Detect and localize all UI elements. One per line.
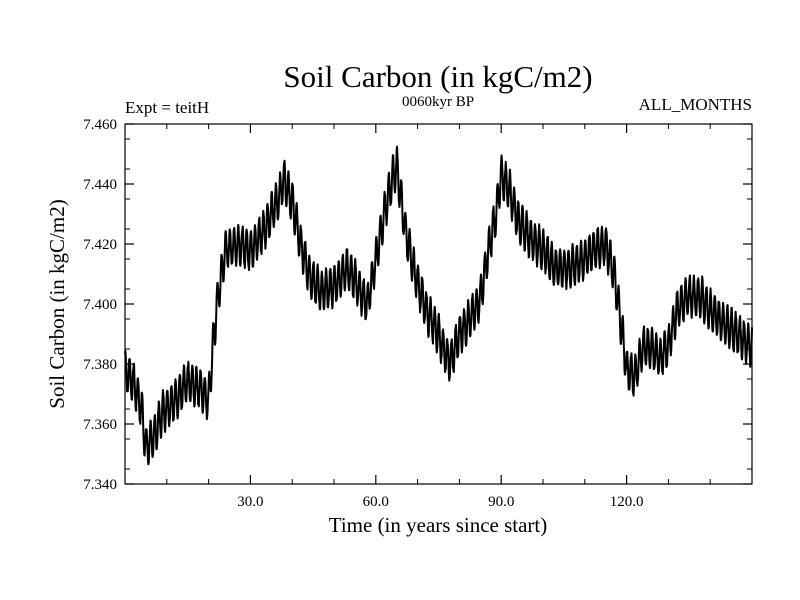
y-tick-label: 7.380 bbox=[83, 357, 117, 373]
x-tick-label: 30.0 bbox=[237, 494, 263, 510]
x-axis-label: Time (in years since start) bbox=[329, 513, 548, 537]
y-tick-label: 7.420 bbox=[83, 237, 117, 253]
y-axis-label: Soil Carbon (in kgC/m2) bbox=[45, 199, 69, 408]
x-tick-label: 120.0 bbox=[610, 494, 644, 510]
y-axis: 7.340 7.360 7.380 7.400 7.420 7.440 7.460 bbox=[83, 117, 752, 493]
y-tick-label: 7.460 bbox=[83, 117, 117, 133]
x-axis: 30.0 60.0 90.0 120.0 bbox=[166, 124, 711, 510]
months-label: ALL_MONTHS bbox=[639, 95, 752, 114]
y-tick-label: 7.440 bbox=[83, 177, 117, 193]
y-tick-label: 7.360 bbox=[83, 417, 117, 433]
chart-title: Soil Carbon (in kgC/m2) bbox=[283, 59, 592, 94]
x-tick-label: 90.0 bbox=[488, 494, 514, 510]
experiment-label: Expt = teitH bbox=[125, 98, 209, 117]
soil-carbon-line bbox=[124, 145, 753, 466]
y-tick-label: 7.400 bbox=[83, 297, 117, 313]
chart-subtitle: 0060kyr BP bbox=[402, 94, 474, 110]
y-tick-label: 7.340 bbox=[83, 477, 117, 493]
x-tick-label: 60.0 bbox=[363, 494, 389, 510]
